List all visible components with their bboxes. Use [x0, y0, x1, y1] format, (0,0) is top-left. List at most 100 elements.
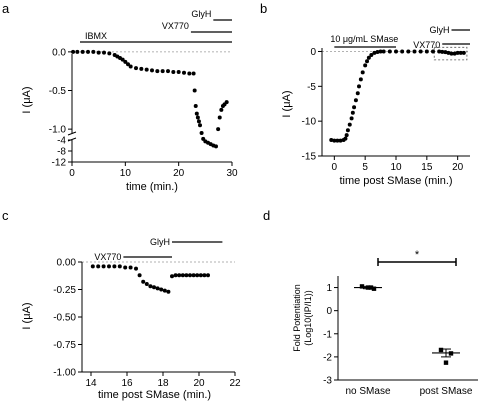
data-point	[144, 282, 149, 286]
data-point	[96, 264, 101, 269]
data-point	[335, 138, 340, 143]
data-point	[162, 288, 167, 293]
data-point	[452, 51, 457, 56]
data-point	[187, 71, 192, 76]
data-point	[406, 49, 411, 54]
data-point	[387, 49, 392, 54]
data-point	[188, 273, 192, 278]
data-point	[378, 49, 383, 54]
data-point	[443, 360, 449, 365]
data-point	[173, 273, 178, 278]
data-point	[372, 50, 377, 55]
data-point	[424, 49, 429, 54]
data-point	[184, 273, 189, 278]
y-axis-label: Fold Potentiation	[292, 284, 302, 352]
x-tick-label: 5	[362, 162, 368, 173]
data-point	[191, 273, 196, 278]
data-point	[107, 51, 112, 56]
x-axis-label: time post SMase (min.)	[98, 389, 211, 401]
panel-letter-a: a	[2, 1, 10, 16]
data-point	[449, 51, 454, 56]
y-tick-label: 0.0	[52, 47, 66, 58]
data-point	[345, 128, 350, 133]
data-point	[91, 49, 96, 54]
data-point	[440, 49, 445, 54]
data-point	[381, 49, 386, 54]
y-tick-label: -3	[323, 376, 332, 387]
data-point	[134, 66, 138, 71]
data-point	[359, 284, 365, 289]
data-point	[112, 264, 117, 269]
y-tick-label: 1	[326, 283, 332, 294]
treatment-label: GlyH	[150, 237, 170, 247]
data-point	[458, 50, 463, 55]
data-point	[369, 52, 374, 57]
data-point	[71, 49, 76, 54]
data-point	[418, 49, 423, 54]
treatment-label: GlyH	[191, 9, 211, 19]
y-tick-label: -1	[323, 329, 332, 340]
chart-panel-a: 0 10 20 30 0.0 -0.5 -1.0-4-8-12 time (min.) I (μ…	[21, 9, 238, 193]
x-tick-label: 30	[226, 168, 238, 179]
data-point	[199, 131, 204, 135]
y-tick-label: -0.50	[53, 313, 76, 324]
data-point	[171, 69, 176, 74]
data-point	[219, 107, 224, 112]
data-point	[102, 50, 106, 55]
data-point	[139, 66, 144, 71]
data-point	[363, 63, 368, 68]
data-point	[137, 273, 142, 278]
data-point	[141, 279, 146, 284]
data-point	[123, 59, 128, 64]
treatment-label: GlyH	[430, 25, 450, 35]
chart-panel-c: 14 16 18 20 22 0.00 -0.25 -0.50 -0.75 -1.00 time p…	[21, 237, 241, 401]
chart-panel-d: 1 0 -1 -2 -3 no SMase post SMase Fold Potentiat…	[292, 249, 478, 397]
data-point	[166, 69, 170, 74]
y-tick-label: -10	[302, 117, 317, 128]
data-point	[206, 273, 210, 278]
y-tick-label: 0	[310, 47, 316, 58]
data-point	[202, 273, 207, 278]
x-tick-label: 20	[452, 162, 464, 173]
y-tick-label: -0.25	[53, 285, 76, 296]
data-point	[80, 49, 85, 54]
data-point	[144, 67, 149, 72]
data-point	[437, 49, 442, 54]
treatment-label: VX770	[162, 21, 189, 31]
data-point	[198, 123, 202, 128]
data-point	[365, 285, 371, 290]
data-point	[343, 136, 348, 141]
y-tick-label: 0.00	[57, 258, 77, 269]
x-tick-label: 0	[69, 168, 75, 179]
data-point	[101, 264, 106, 269]
data-point	[461, 50, 466, 55]
panel-letter-d: d	[263, 208, 270, 223]
data-point	[90, 264, 95, 269]
data-point	[193, 103, 198, 108]
x-axis-label: time (min.)	[126, 181, 178, 193]
y-tick-label: -15	[302, 152, 317, 163]
data-point	[195, 273, 200, 278]
data-point	[166, 289, 171, 294]
category-label: post SMase	[420, 386, 473, 397]
panel-letter-b: b	[260, 1, 267, 16]
data-point	[214, 144, 218, 149]
category-label: no SMase	[345, 386, 390, 397]
y-axis-label: I (μA)	[21, 302, 33, 329]
data-point	[134, 266, 138, 271]
x-tick-label: 10	[390, 162, 402, 173]
x-tick-label: 15	[421, 162, 433, 173]
significance-star: *	[415, 249, 420, 261]
data-point	[438, 347, 444, 353]
data-point	[96, 50, 101, 55]
data-point	[170, 274, 174, 279]
data-point	[176, 69, 181, 74]
data-point	[344, 133, 349, 138]
axis-break-mark	[67, 131, 77, 136]
data-point	[368, 285, 374, 290]
y-axis-label: I (μA)	[21, 86, 33, 113]
data-point	[198, 273, 203, 278]
treatment-label: VX770	[94, 252, 121, 262]
data-point	[152, 285, 156, 290]
